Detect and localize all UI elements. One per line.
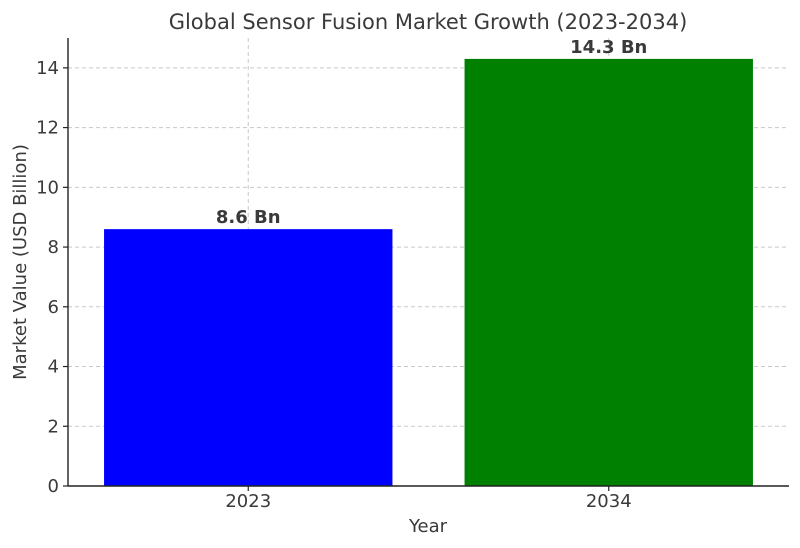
y-tick-label: 14 xyxy=(36,58,59,79)
x-axis-label: Year xyxy=(408,516,448,537)
data-label-2023: 8.6 Bn xyxy=(216,207,281,228)
data-labels: 8.6 Bn 14.3 Bn xyxy=(216,37,647,228)
y-tick-label: 4 xyxy=(48,357,59,378)
data-label-2034: 14.3 Bn xyxy=(570,37,647,58)
bars xyxy=(104,58,753,486)
y-tick-label: 6 xyxy=(48,297,59,318)
bar-2034 xyxy=(464,58,753,486)
x-tick-label-2034: 2034 xyxy=(586,491,632,512)
y-tick-label: 8 xyxy=(48,237,59,258)
y-tick-label: 10 xyxy=(36,177,59,198)
y-tick-label: 2 xyxy=(48,416,59,437)
y-axis-label: Market Value (USD Billion) xyxy=(10,144,31,380)
y-tick-label: 0 xyxy=(48,476,59,497)
x-tick-label-2023: 2023 xyxy=(225,491,271,512)
axes: 0 2 4 6 8 10 12 14 2023 2034 xyxy=(36,38,789,512)
y-tick-label: 12 xyxy=(36,118,59,139)
bar-2023 xyxy=(104,229,393,486)
chart-title: Global Sensor Fusion Market Growth (2023… xyxy=(169,10,688,34)
